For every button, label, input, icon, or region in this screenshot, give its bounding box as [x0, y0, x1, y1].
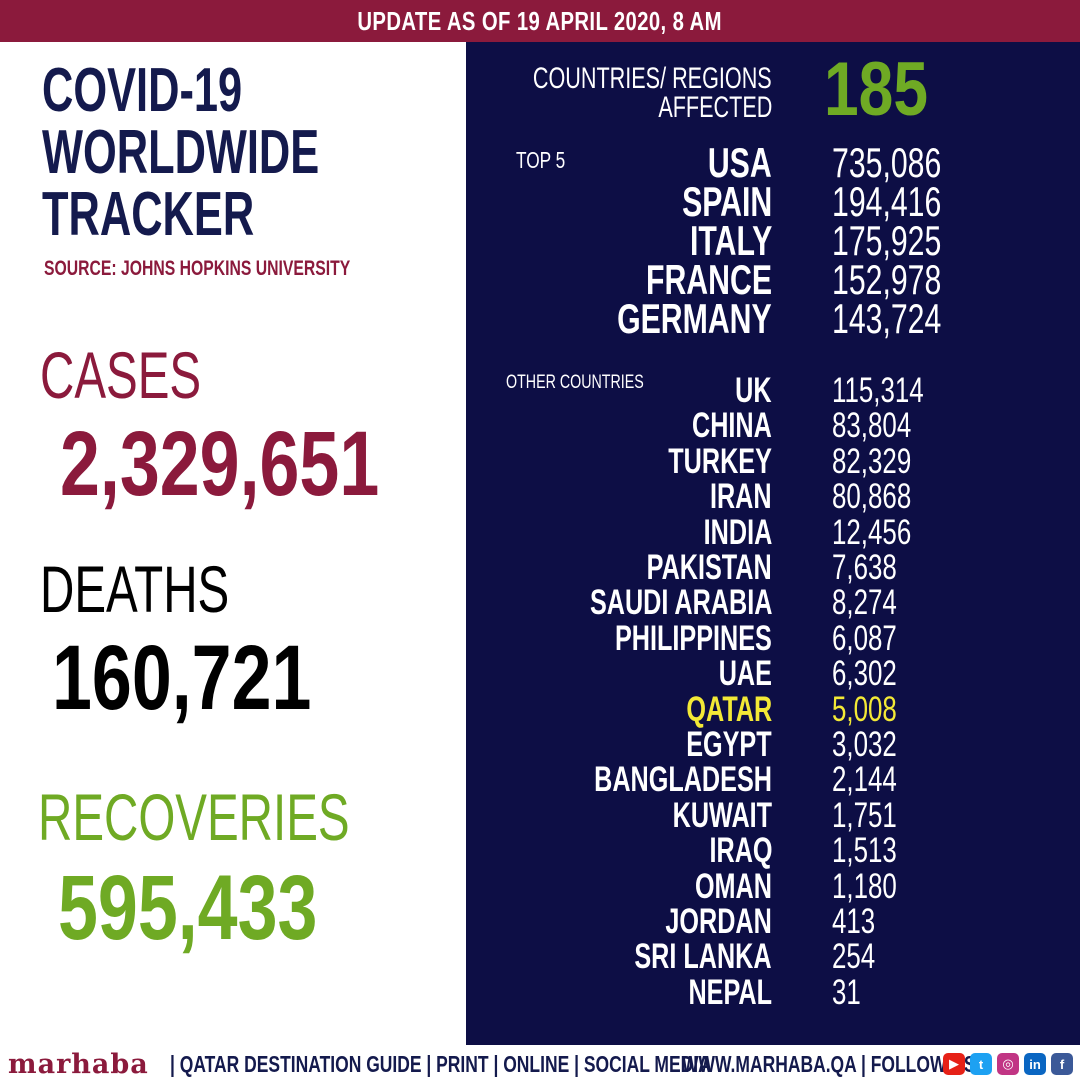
- country-name: UAE: [718, 654, 772, 694]
- country-name: SRI LANKA: [634, 937, 772, 977]
- case-count: 12,456: [832, 512, 912, 552]
- footer-tagline: | QATAR DESTINATION GUIDE | PRINT | ONLI…: [170, 1051, 711, 1077]
- country-name: UK: [735, 371, 772, 410]
- country-name: SAUDI ARABIA: [589, 583, 772, 623]
- case-count: 2,144: [832, 760, 897, 800]
- twitter-icon[interactable]: t: [970, 1053, 992, 1075]
- case-count: 83,804: [832, 406, 912, 446]
- case-count: 7,638: [832, 548, 897, 587]
- case-count: 1,751: [832, 795, 897, 835]
- cases-value: 2,329,651: [60, 413, 380, 515]
- deaths-label: DEATHS: [40, 552, 230, 626]
- case-count: 5,008: [832, 689, 897, 729]
- source-text: SOURCE: JOHNS HOPKINS UNIVERSITY: [44, 257, 351, 280]
- case-count: 254: [832, 937, 876, 977]
- case-count: 152,978: [832, 256, 942, 303]
- recoveries-label: RECOVERIES: [38, 780, 350, 854]
- case-count: 413: [832, 902, 876, 941]
- country-name: BANGLADESH: [594, 760, 772, 800]
- youtube-icon[interactable]: ▶: [943, 1053, 965, 1075]
- case-count: 143,724: [832, 295, 942, 342]
- case-count: 8,274: [832, 583, 897, 623]
- case-count: 31: [832, 972, 861, 1012]
- linkedin-icon[interactable]: in: [1024, 1053, 1046, 1075]
- update-banner: UPDATE AS OF 19 APRIL 2020, 8 AM: [0, 0, 1080, 42]
- marhaba-logo[interactable]: marhaba: [8, 1049, 149, 1080]
- case-count: 115,314: [832, 371, 924, 410]
- title-line-3: TRACKER: [42, 180, 255, 249]
- country-name: IRAQ: [709, 831, 772, 871]
- case-count: 735,086: [832, 139, 942, 186]
- title-line-1: COVID-19: [42, 56, 243, 125]
- footer: marhaba | QATAR DESTINATION GUIDE | PRIN…: [0, 1045, 1080, 1080]
- country-name: JORDAN: [665, 902, 772, 941]
- case-count: 1,513: [832, 831, 897, 871]
- country-panel: COUNTRIES/ REGIONS AFFECTED 185 TOP 5 US…: [466, 42, 1080, 1045]
- country-name: GERMANY: [617, 295, 772, 342]
- country-name: TURKEY: [668, 441, 772, 481]
- case-count: 1,180: [832, 866, 897, 906]
- other-countries-label: OTHER COUNTRIES: [506, 372, 644, 393]
- recoveries-value: 595,433: [58, 857, 318, 959]
- facebook-icon[interactable]: f: [1051, 1053, 1073, 1075]
- country-name: NEPAL: [688, 972, 772, 1012]
- country-name: PHILIPPINES: [615, 618, 772, 658]
- country-name: KUWAIT: [672, 795, 772, 835]
- country-name: OMAN: [695, 866, 772, 906]
- country-name: SPAIN: [681, 178, 772, 225]
- case-count: 194,416: [832, 178, 942, 225]
- country-name: FRANCE: [646, 256, 772, 303]
- country-name: CHINA: [692, 406, 772, 446]
- country-name: PAKISTAN: [646, 548, 772, 587]
- country-name: ITALY: [689, 217, 772, 264]
- top5-label: TOP 5: [516, 147, 566, 173]
- deaths-value: 160,721: [52, 627, 312, 729]
- page-title: COVID-19 WORLDWIDE TRACKER: [42, 60, 438, 246]
- case-count: 82,329: [832, 441, 912, 481]
- country-name: EGYPT: [686, 725, 772, 764]
- country-name: IRAN: [710, 477, 772, 517]
- footer-website[interactable]: WWW.MARHABA.QA | FOLLOW US: [682, 1051, 976, 1077]
- country-name: QATAR: [686, 689, 772, 729]
- case-count: 80,868: [832, 477, 912, 517]
- case-count: 175,925: [832, 217, 942, 264]
- update-text: UPDATE AS OF 19 APRIL 2020, 8 AM: [357, 5, 723, 36]
- instagram-icon[interactable]: ◎: [997, 1053, 1019, 1075]
- case-count: 6,302: [832, 654, 897, 694]
- country-name: INDIA: [703, 512, 772, 552]
- title-line-2: WORLDWIDE: [42, 118, 320, 187]
- source-note: SOURCE: JOHNS HOPKINS UNIVERSITY: [44, 257, 452, 281]
- country-name: USA: [708, 139, 772, 186]
- cases-label: CASES: [40, 338, 202, 412]
- affected-label: COUNTRIES/ REGIONS AFFECTED: [533, 62, 772, 124]
- affected-value: 185: [824, 47, 928, 132]
- case-count: 6,087: [832, 618, 897, 658]
- case-count: 3,032: [832, 725, 897, 764]
